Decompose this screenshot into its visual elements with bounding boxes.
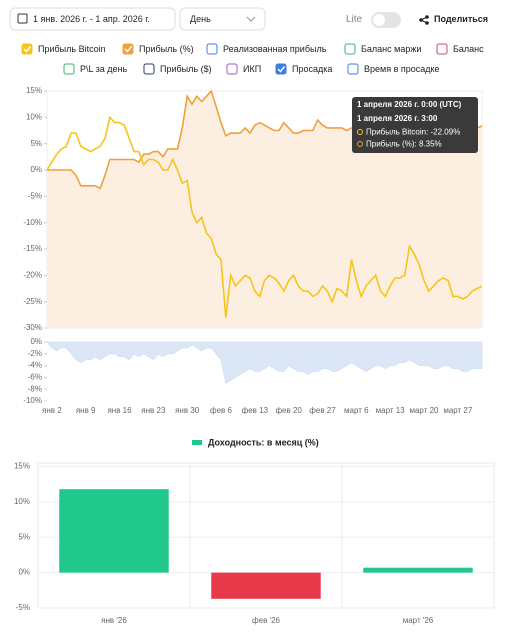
y-tick-label: -10% (23, 218, 42, 227)
interval-select[interactable] (179, 7, 266, 31)
toggle-label: ИКП (243, 64, 261, 74)
legend-label: Доходность: в месяц (%) (208, 437, 319, 447)
toggle-checkbox[interactable] (347, 63, 359, 75)
x-tick-label: фев '26 (252, 616, 280, 625)
lite-label: Lite (346, 14, 363, 25)
y2-tick-label: -2% (28, 349, 42, 358)
x-tick-label: фев 13 (242, 406, 269, 415)
chevron (246, 16, 256, 22)
switch-knob (373, 14, 385, 26)
toggle-label: Баланс маржи (361, 44, 421, 54)
x-tick-label: март 20 (409, 406, 439, 415)
check-mark (277, 66, 286, 73)
bar (59, 489, 169, 573)
y-tick-label: 0% (30, 165, 42, 174)
calendar-icon (17, 13, 28, 24)
legend-swatch (192, 440, 202, 445)
toggle-checkbox[interactable] (226, 63, 238, 75)
toggle-checkbox[interactable] (206, 43, 218, 55)
date-picker[interactable] (9, 7, 176, 31)
y-tick-label: -5% (28, 191, 42, 200)
toggle-label: Баланс (453, 44, 484, 54)
y-tick-label: 10% (26, 112, 42, 121)
y2-tick-label: -10% (23, 396, 42, 405)
tooltip (352, 97, 478, 153)
toggle-label: Реализованная прибыль (223, 44, 327, 54)
bar (211, 572, 321, 599)
y-tick-label: 5% (18, 532, 30, 541)
y2-tick-label: -6% (28, 373, 42, 382)
y-tick-label: 15% (14, 462, 30, 471)
x-tick-label: март '26 (403, 616, 434, 625)
tooltip-line: Прибыль Bitcoin: -22.09% (366, 128, 460, 137)
y-tick-label: -5% (16, 603, 30, 612)
toggle-label: Прибыль (%) (139, 44, 194, 54)
check-mark (23, 46, 32, 53)
interval: День (190, 14, 211, 24)
x-tick-label: янв 23 (141, 406, 166, 415)
x-tick-label: март 13 (376, 406, 406, 415)
toggle-label: Прибыль ($) (160, 64, 212, 74)
y-tick-label: -25% (23, 297, 42, 306)
y-tick-label: -15% (23, 244, 42, 253)
y-tick-label: 15% (26, 86, 42, 95)
tooltip-dot (357, 129, 363, 135)
tooltip-subtitle: 1 апреля 2026 г. 3:00 (357, 114, 438, 123)
x-tick-label: янв 9 (76, 406, 96, 415)
toggle-checkbox[interactable] (436, 43, 448, 55)
bar (363, 567, 473, 573)
tooltip-line: Прибыль (%): 8.35% (366, 140, 442, 149)
tooltip-dot (357, 141, 363, 147)
x-tick-label: фев 27 (309, 406, 336, 415)
toggle-checkbox[interactable] (344, 43, 356, 55)
x-tick-label: янв '26 (101, 616, 127, 625)
toggle-checkbox[interactable] (21, 43, 33, 55)
y-tick-label: -30% (23, 323, 42, 332)
toggle-label: Время в просадке (364, 64, 440, 74)
toggle-checkbox[interactable] (122, 43, 134, 55)
toggle-checkbox[interactable] (63, 63, 75, 75)
y2-tick-label: -4% (28, 361, 42, 370)
share-icon (419, 15, 429, 25)
x-tick-label: март 6 (344, 406, 369, 415)
drawdown-area (46, 341, 483, 384)
tooltip-title: 1 апреля 2026 г. 0:00 (UTC) (357, 100, 462, 109)
y2-tick-label: -8% (28, 384, 42, 393)
x-tick-label: янв 16 (107, 406, 132, 415)
toggle-label: Прибыль Bitcoin (38, 44, 106, 54)
x-tick-label: янв 2 (42, 406, 62, 415)
y-tick-label: 10% (14, 497, 30, 506)
x-tick-label: фев 20 (275, 406, 302, 415)
date-range: 1 янв. 2026 г. - 1 апр. 2026 г. (33, 14, 150, 24)
toggle-checkbox[interactable] (275, 63, 287, 75)
x-tick-label: янв 30 (175, 406, 200, 415)
check-mark (124, 46, 133, 53)
line (46, 115, 483, 318)
y-tick-label: 0% (18, 568, 30, 577)
toggle-label: P\L за день (80, 64, 128, 74)
x-tick-label: март 27 (443, 406, 473, 415)
y-tick-label: 5% (30, 139, 42, 148)
toggle-checkbox[interactable] (143, 63, 155, 75)
x-tick-label: фев 6 (210, 406, 233, 415)
toggle-label: Просадка (292, 64, 332, 74)
y2-tick-label: 0% (30, 337, 42, 346)
share-button[interactable]: Поделиться (434, 14, 488, 24)
y-tick-label: -20% (23, 270, 42, 279)
